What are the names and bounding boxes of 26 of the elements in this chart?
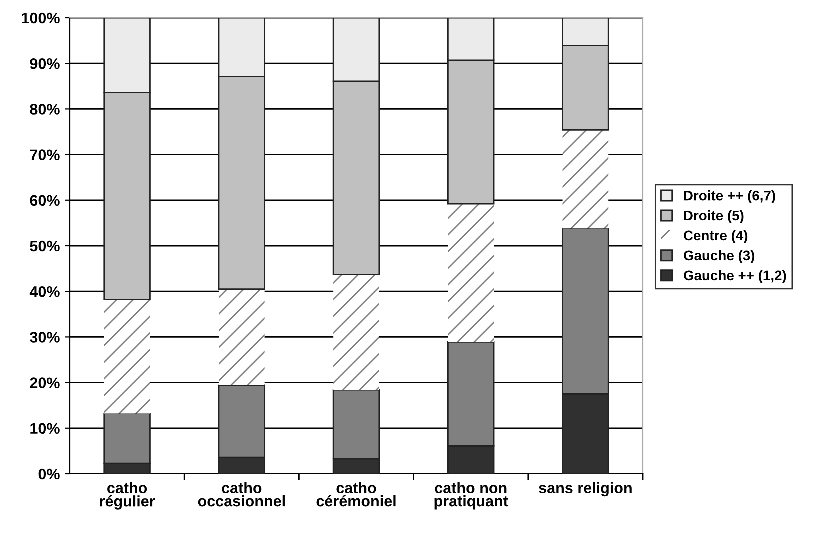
legend-label: Gauche ++ (1,2): [684, 270, 786, 284]
legend-label: Droite ++ (6,7): [684, 190, 776, 204]
legend-label: Centre (4): [684, 230, 748, 244]
x-tick-label: catho cérémoniel: [316, 482, 396, 507]
legend-label: Gauche (3): [684, 250, 755, 264]
bar: [104, 300, 150, 414]
y-tick-label: 40%: [30, 286, 60, 298]
y-tick-label: 100%: [22, 12, 60, 24]
bar: [334, 274, 380, 390]
x-tick-label: catho régulier: [100, 482, 156, 510]
bar: [562, 130, 609, 229]
y-tick-label: 10%: [30, 423, 60, 434]
y-tick-label: 30%: [30, 332, 60, 343]
legend-label: Droite (5): [684, 210, 744, 224]
y-tick-label: 70%: [30, 150, 60, 160]
x-tick-label: catho occasionnel: [198, 482, 285, 507]
bar: [218, 289, 265, 386]
y-tick-label: 0%: [38, 468, 60, 480]
y-tick-label: 50%: [30, 240, 60, 252]
y-tick-label: 60%: [30, 195, 60, 206]
x-tick-label: sans religion: [539, 482, 632, 497]
y-tick-label: 80%: [30, 104, 60, 115]
y-tick-label: 20%: [30, 378, 60, 388]
y-tick-label: 90%: [30, 58, 60, 70]
x-tick-label: catho non pratiquant: [434, 482, 508, 510]
bar: [448, 204, 494, 342]
